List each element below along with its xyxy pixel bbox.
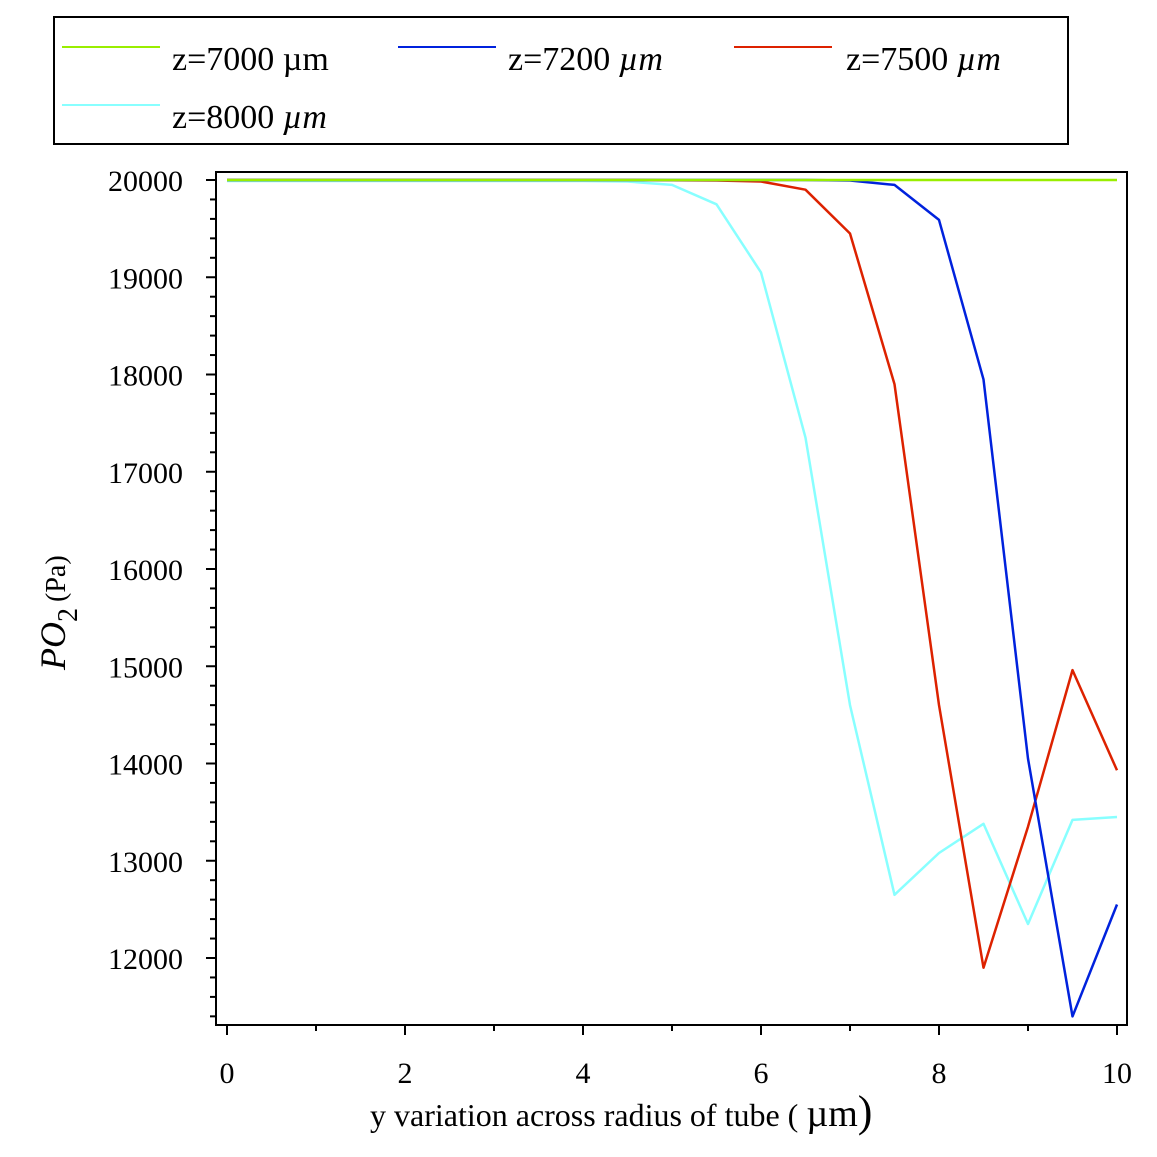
x-tick-label: 2 <box>398 1057 413 1090</box>
axis-ticks <box>206 179 1118 1035</box>
y-tick-label: 12000 <box>108 943 183 976</box>
legend: z=7000 µm z=7200 µm z=7500 µm z=8000 µm <box>53 16 1069 145</box>
legend-label-z7000: z=7000 µm <box>172 41 329 78</box>
x-tick-label: 10 <box>1102 1057 1132 1090</box>
y-tick-label: 20000 <box>108 165 183 198</box>
series-lines <box>227 178 1119 1018</box>
y-tick-label: 14000 <box>108 749 183 782</box>
legend-label-z8000: z=8000 µm <box>172 99 327 136</box>
y-axis-title: PO2(Pa) <box>33 555 84 671</box>
x-tick-label: 6 <box>754 1057 769 1090</box>
legend-label-z7200: z=7200 µm <box>508 41 663 78</box>
x-tick-label: 4 <box>576 1057 591 1090</box>
y-tick-label: 13000 <box>108 846 183 879</box>
legend-box <box>53 16 1069 145</box>
y-tick-label: 19000 <box>108 262 183 295</box>
x-tick-label: 0 <box>220 1057 235 1090</box>
y-tick-label: 16000 <box>108 554 183 587</box>
y-tick-label: 18000 <box>108 360 183 393</box>
y-tick-label: 15000 <box>108 651 183 684</box>
x-tick-label: 8 <box>932 1057 947 1090</box>
y-tick-label: 17000 <box>108 457 183 490</box>
legend-label-z7500: z=7500 µm <box>846 41 1001 78</box>
tick-labels: 0 2 4 6 8 10 12000 13000 14000 15000 16000 17000 180… <box>108 165 1132 1090</box>
x-axis-title: y variation across radius of tube (µm) <box>370 1087 872 1136</box>
